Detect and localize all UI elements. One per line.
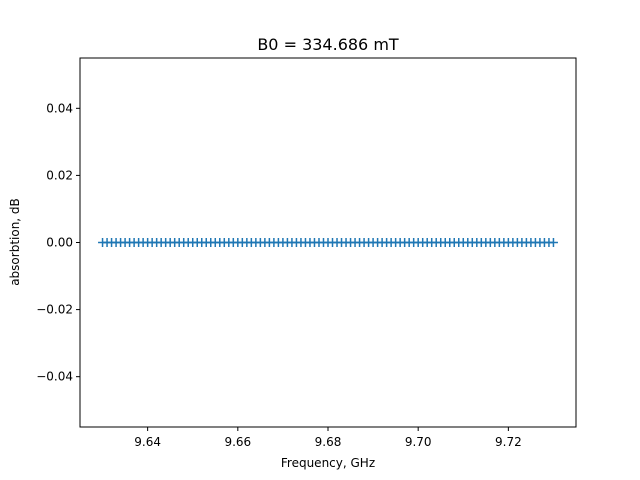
x-tick-label: 9.66	[224, 435, 251, 449]
chart-title: B0 = 334.686 mT	[257, 35, 399, 54]
x-tick-label: 9.68	[315, 435, 342, 449]
data-point-marker	[548, 238, 558, 247]
y-axis: 0.04 0.02 0.00 −0.02 −0.04	[36, 101, 80, 384]
y-tick-label: 0.04	[46, 101, 73, 115]
x-axis-label: Frequency, GHz	[281, 456, 375, 470]
x-tick-label: 9.70	[405, 435, 432, 449]
y-tick-label: 0.00	[46, 236, 73, 250]
series-layer	[98, 238, 558, 247]
x-tick-label: 9.72	[495, 435, 522, 449]
y-tick-label: −0.04	[36, 370, 73, 384]
y-axis-label: absorbtion, dB	[8, 198, 22, 286]
y-tick-label: 0.02	[46, 168, 73, 182]
y-tick-label: −0.02	[36, 303, 73, 317]
x-tick-label: 9.64	[134, 435, 161, 449]
x-axis: 9.64 9.66 9.68 9.70 9.72	[134, 427, 522, 449]
